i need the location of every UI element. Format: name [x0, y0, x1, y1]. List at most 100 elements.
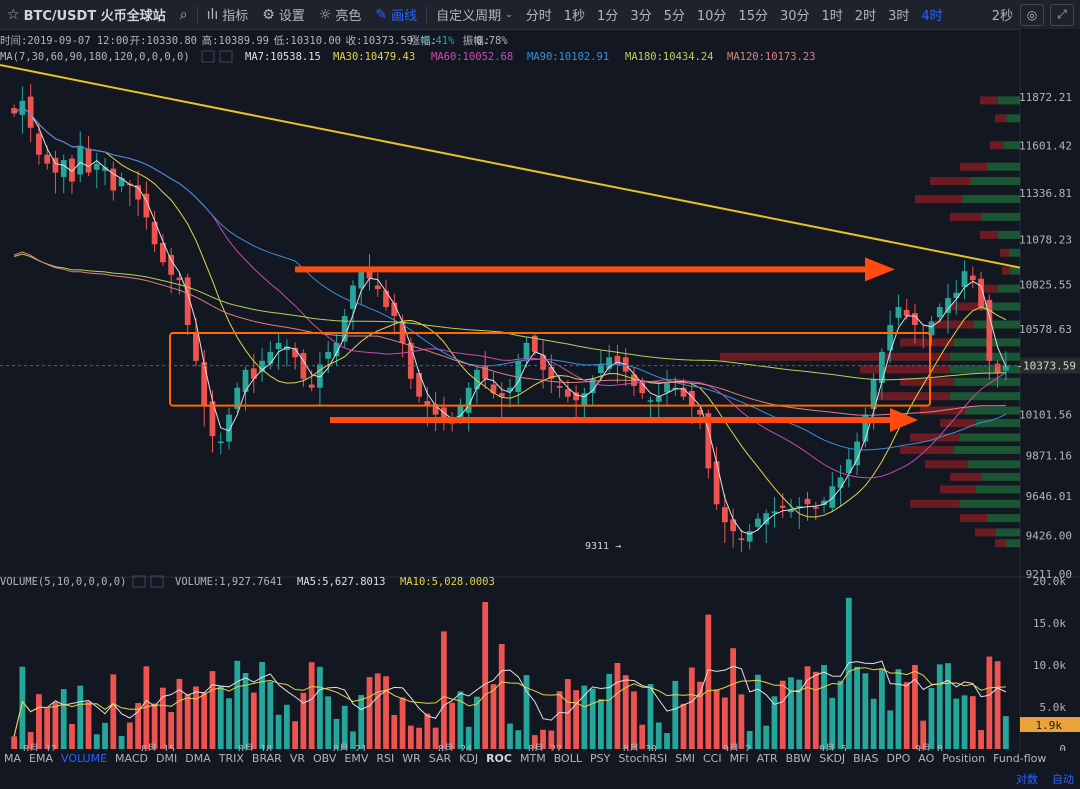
indicator-tab-ma[interactable]: MA: [4, 752, 22, 765]
indicator-tab-roc[interactable]: ROC: [486, 752, 512, 765]
candle-body: [870, 378, 877, 409]
indicator-tab-wr[interactable]: WR: [402, 752, 421, 765]
star-icon[interactable]: ☆: [7, 6, 20, 23]
candle-body: [845, 459, 852, 474]
indicator-tab-bbw[interactable]: BBW: [785, 752, 812, 765]
period-4[interactable]: 5分: [663, 9, 685, 24]
candle-body: [697, 409, 703, 415]
volume-bar: [449, 702, 456, 749]
candle-body: [573, 392, 580, 401]
indicator-tab-volume[interactable]: VOLUME: [60, 752, 108, 765]
volume-bar: [242, 673, 249, 749]
indicator-tab-dma[interactable]: DMA: [185, 752, 211, 765]
indicator-tab-trix[interactable]: TRIX: [218, 752, 244, 765]
indicator-tab-position[interactable]: Position: [942, 752, 986, 765]
indicator-tab-ema[interactable]: EMA: [29, 752, 53, 765]
volume-bar: [598, 699, 604, 749]
indicator-tab-ao[interactable]: AO: [918, 752, 935, 765]
indicator-tab-sar[interactable]: SAR: [428, 752, 452, 765]
indicator-tab-dpo[interactable]: DPO: [886, 752, 911, 765]
period-9[interactable]: 2时: [854, 9, 877, 24]
volume-bar: [201, 692, 208, 749]
candle-body: [763, 513, 770, 525]
indicator-tab-rsi[interactable]: RSI: [376, 752, 395, 765]
period-1[interactable]: 1秒: [563, 9, 586, 24]
trendline[interactable]: [0, 64, 1021, 269]
indicator-tab-macd[interactable]: MACD: [115, 752, 149, 765]
indicator-tab-bias[interactable]: BIAS: [853, 752, 879, 765]
volume-profile-bar-down: [910, 433, 960, 442]
info-change-value: 0.41%: [423, 35, 455, 47]
volume-profile-bar-down: [995, 539, 1007, 548]
chart-canvas[interactable]: 11872.21 11601.42 11336.81 11078.23 10825.55…: [0, 29, 1080, 751]
indicator-tab-vr[interactable]: VR: [289, 752, 305, 765]
period-7[interactable]: 30分: [779, 9, 810, 24]
volume-bar: [581, 685, 588, 749]
period-8[interactable]: 1时: [821, 9, 843, 24]
indicator-tab-obv[interactable]: OBV: [313, 752, 337, 765]
indicator-tab-emv[interactable]: EMV: [344, 752, 369, 765]
volume-close-icon[interactable]: [150, 575, 164, 588]
indicator-tab-brar[interactable]: BRAR: [251, 752, 282, 765]
indicator-tab-skdj[interactable]: SKDJ: [819, 752, 846, 765]
ma-close-icon[interactable]: [219, 50, 233, 63]
indicator-tab-cci[interactable]: CCI: [702, 752, 722, 765]
volume-bar: [796, 679, 803, 749]
candle-body: [953, 292, 960, 299]
volume-profile-bar-down: [910, 499, 960, 508]
fullscreen-icon[interactable]: ⤢: [1050, 3, 1074, 26]
theme-button[interactable]: ☼ 亮色: [312, 0, 369, 29]
volume-bar: [523, 675, 530, 749]
period-11[interactable]: 4时: [921, 9, 943, 24]
indicator-tab-stochrsi[interactable]: StochRSI: [618, 752, 668, 765]
symbol-selector[interactable]: ☆ BTC/USDT 火币全球站: [0, 0, 173, 29]
indicator-tab-smi[interactable]: SMI: [675, 752, 695, 765]
volume-bar: [788, 677, 794, 749]
refresh-interval[interactable]: 2秒: [985, 0, 1020, 29]
camera-icon[interactable]: ◎: [1020, 3, 1044, 26]
toolbar-right: 2秒 ◎ ⤢: [985, 0, 1080, 29]
candle-body: [143, 193, 150, 218]
auto-scale-toggle[interactable]: 自动: [1052, 773, 1074, 786]
indicators-button[interactable]: ılı 指标: [200, 0, 256, 29]
candle-body: [796, 506, 803, 509]
period-2[interactable]: 1分: [597, 9, 619, 24]
indicator-tab-kdj[interactable]: KDJ: [459, 752, 479, 765]
range-box[interactable]: [169, 332, 931, 407]
volume-bar: [978, 730, 984, 749]
volume-bar: [102, 722, 108, 749]
period-3[interactable]: 3分: [630, 9, 652, 24]
volume-settings-icon[interactable]: [132, 575, 146, 588]
candle-body: [374, 285, 381, 290]
indicator-tab-dmi[interactable]: DMI: [156, 752, 178, 765]
candle-body: [862, 414, 869, 442]
period-5[interactable]: 10分: [696, 9, 727, 24]
candle-body: [317, 364, 323, 388]
volume-bar: [540, 729, 546, 749]
indicator-tab-mtm[interactable]: MTM: [519, 752, 546, 765]
custom-period-dropdown[interactable]: 自定义周期 ⌄: [429, 0, 520, 29]
indicator-tab-psy[interactable]: PSY: [589, 752, 611, 765]
ma90-line: [13, 106, 1007, 451]
indicator-tab-atr[interactable]: ATR: [756, 752, 778, 765]
volume-bar: [358, 695, 365, 749]
volume-bar: [688, 667, 695, 749]
candle-body: [432, 404, 439, 415]
draw-button[interactable]: ✎ 画线: [368, 0, 424, 29]
pencil-icon: ✎: [375, 6, 388, 23]
indicator-tab-fund-flow[interactable]: Fund-flow: [993, 752, 1047, 765]
volume-bar: [325, 696, 332, 749]
period-0[interactable]: 分时: [525, 9, 552, 24]
period-6[interactable]: 15分: [738, 9, 768, 24]
indicator-tab-mfi[interactable]: MFI: [729, 752, 749, 765]
settings-button[interactable]: ⚙ 设置: [255, 0, 312, 29]
period-10[interactable]: 3时: [888, 9, 910, 24]
price-tick: 10578.63: [1019, 323, 1072, 336]
candle-body: [151, 221, 158, 245]
search-button[interactable]: ⌕: [173, 0, 195, 29]
ma-settings-icon[interactable]: [201, 50, 215, 63]
candle-body: [333, 342, 340, 357]
indicator-tab-boll[interactable]: BOLL: [553, 752, 582, 765]
log-scale-toggle[interactable]: 对数: [1016, 773, 1038, 786]
volume-bar: [317, 666, 323, 749]
